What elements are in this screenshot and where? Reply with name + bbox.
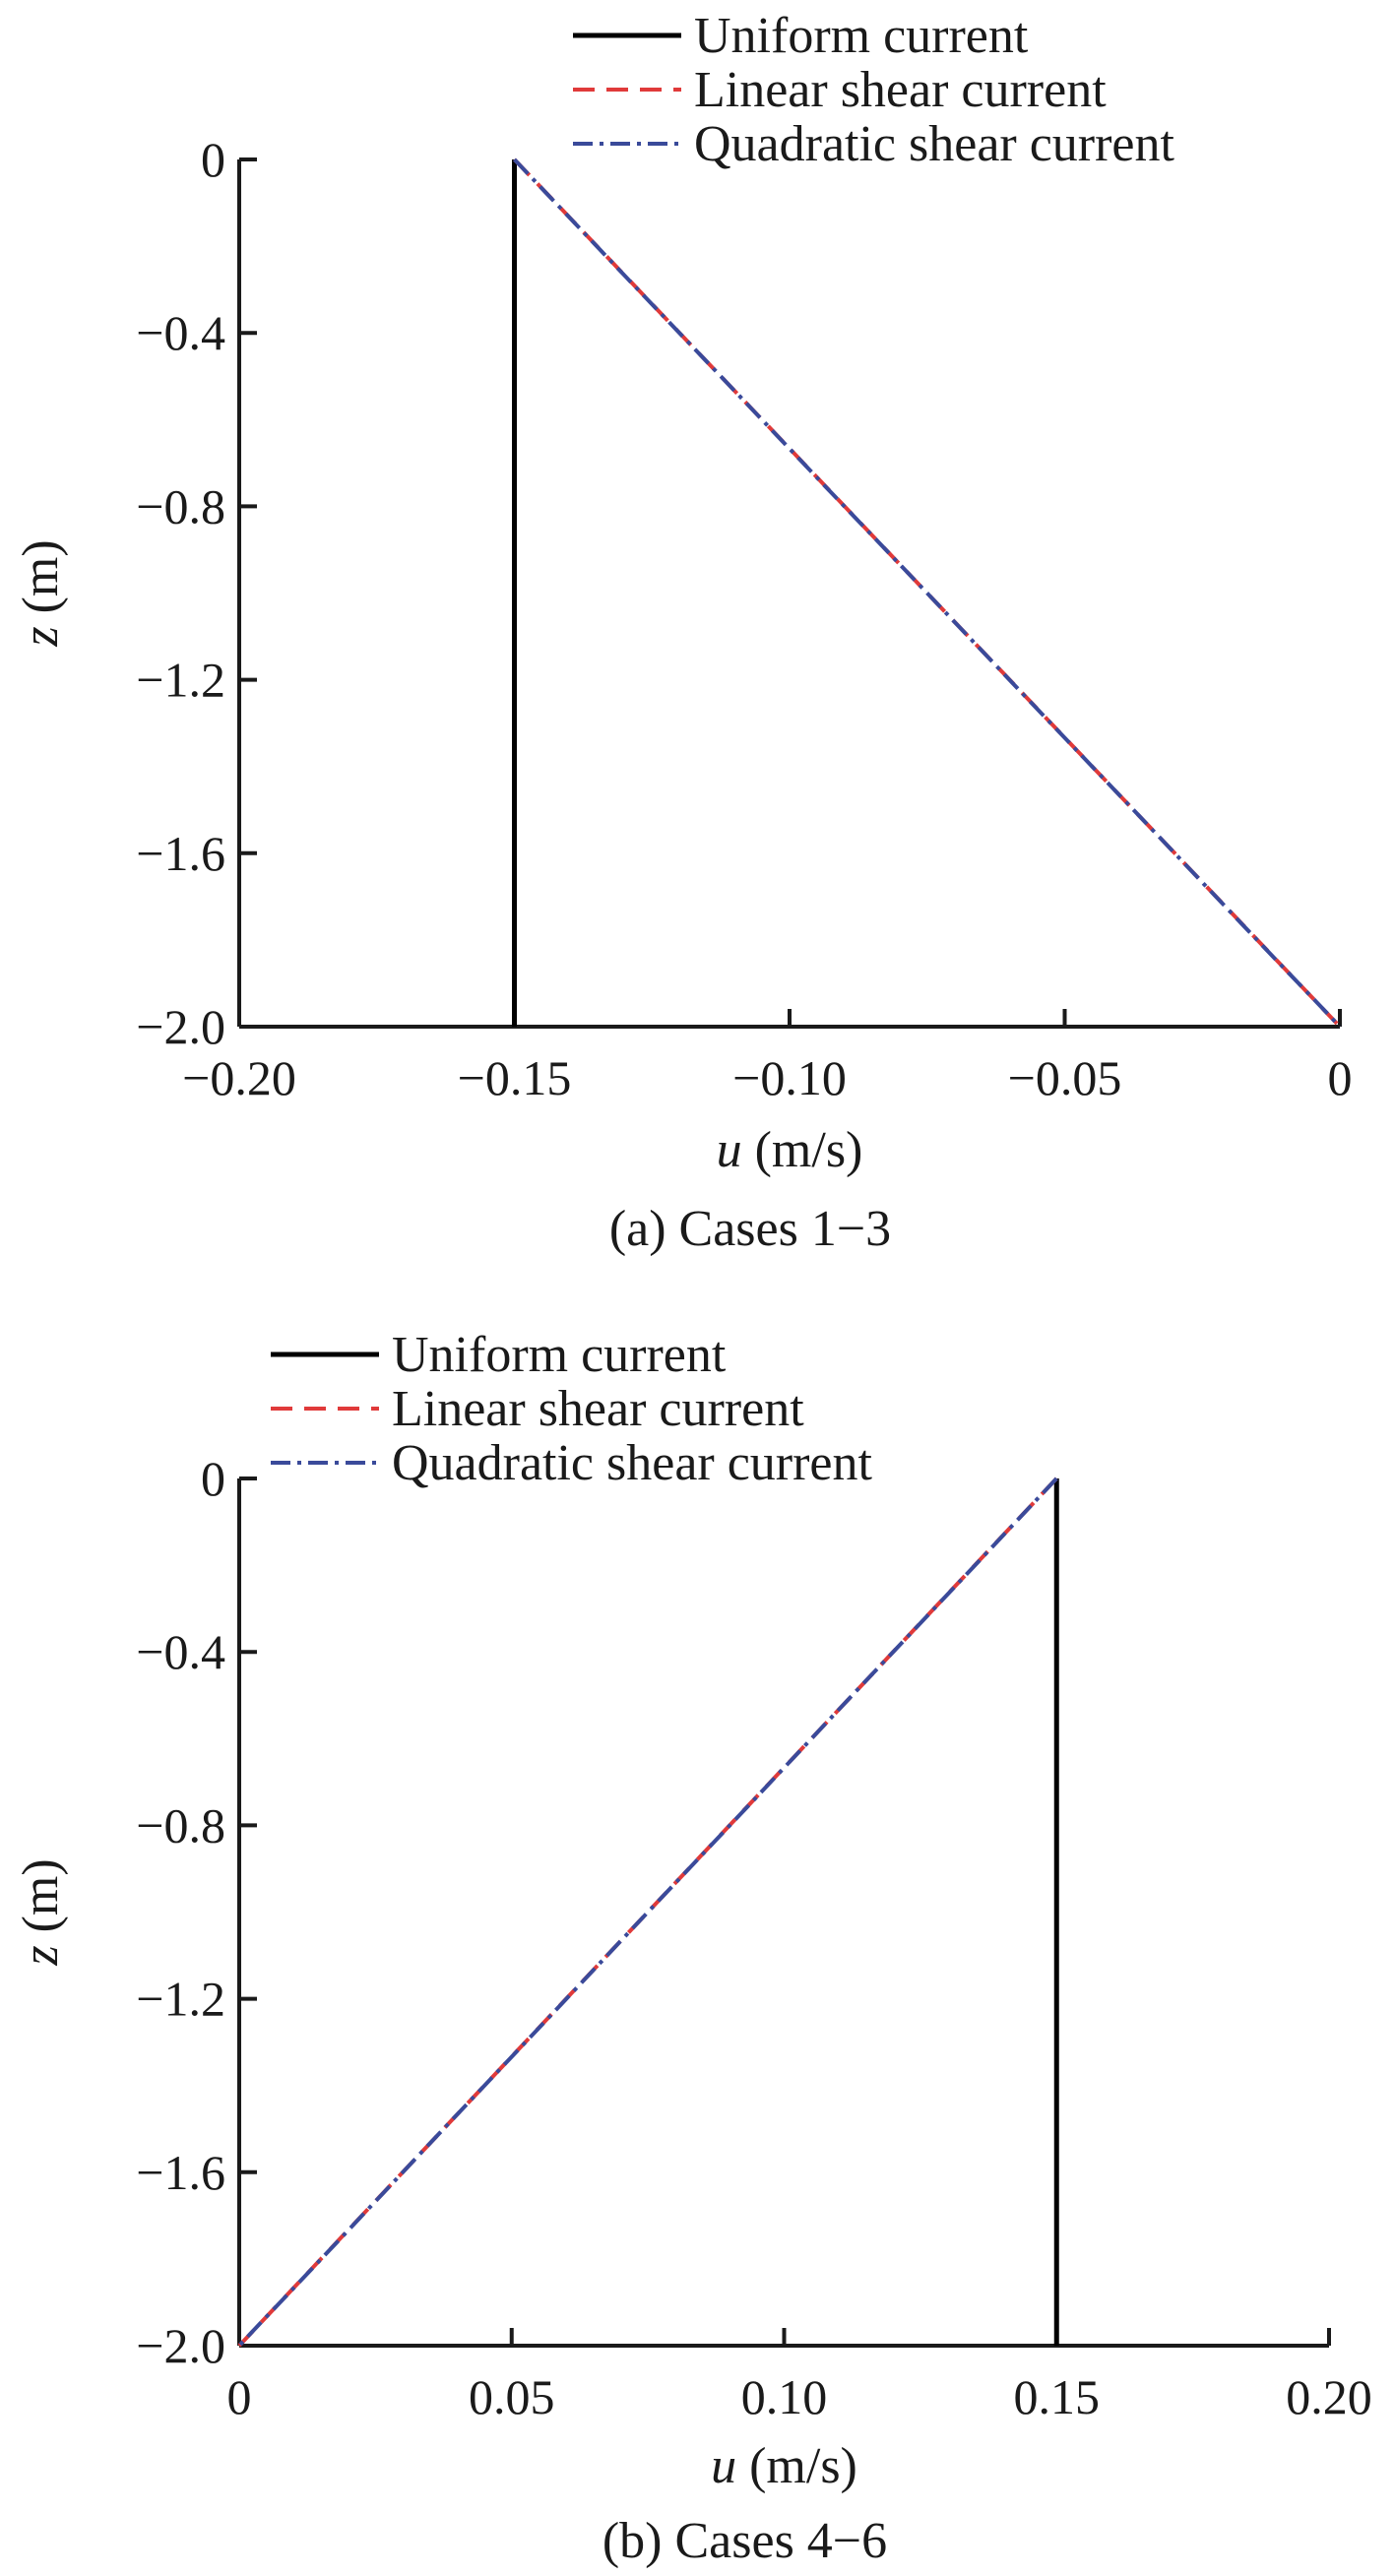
legend-label: Uniform current [694,8,1029,64]
series-line-quadratic-shear-current [237,1476,1058,2348]
y-tick-label: −1.6 [136,2145,225,2200]
series-line-quadratic-shear-current [513,157,1342,1029]
y-axis-variable: z [13,1945,69,1966]
y-axis-variable: z [13,626,69,647]
panel-a: −0.20 −0.15 −0.10 −0.05 0 0 −0.4 −0.8 −1.2 −1.6 −2… [13,8,1353,1257]
y-tick-label: −0.8 [136,478,225,534]
y-axis-label: z (m) [13,539,69,647]
y-tick-label: −2.0 [136,999,225,1054]
y-axis-label: z (m) [13,1858,69,1966]
x-tick-label: 0.10 [741,2369,828,2424]
x-tick-label: 0.05 [469,2369,555,2424]
x-tick-label: −0.05 [1008,1050,1122,1105]
y-tick-label: −1.2 [136,1972,225,2027]
x-axis-label: u (m/s) [717,1122,863,1178]
x-axis-unit: (m/s) [736,2438,857,2494]
x-tick-label: −0.15 [458,1050,572,1105]
x-tick-label: 0.20 [1286,2369,1372,2424]
y-tick-label: −2.0 [136,2318,225,2373]
legend-label: Quadratic shear current [694,116,1175,172]
legend-label: Quadratic shear current [392,1435,873,1491]
x-tick-label: 0.15 [1014,2369,1101,2424]
x-axis-variable: u [717,1122,742,1178]
x-axis-unit: (m/s) [742,1122,863,1178]
y-axis-unit: (m) [13,539,69,626]
y-tick-label: −0.8 [136,1797,225,1853]
panel-b: 0 0.05 0.10 0.15 0.20 0 −0.4 −0.8 −1.2 −1.6 −2.0 u … [13,1327,1372,2569]
y-tick-label: −0.4 [136,305,225,360]
y-tick-label: −0.4 [136,1624,225,1679]
x-tick-label: −0.10 [732,1050,847,1105]
x-axis-label: u (m/s) [711,2438,857,2494]
y-tick-label: 0 [201,1451,225,1506]
legend-label: Uniform current [392,1327,727,1383]
panel-caption: (a) Cases 1−3 [609,1201,891,1257]
legend-label: Linear shear current [392,1381,804,1437]
x-tick-label: 0 [1328,1050,1353,1105]
y-axis-unit: (m) [13,1858,69,1945]
panel-caption: (b) Cases 4−6 [602,2513,887,2569]
x-axis-variable: u [711,2438,736,2494]
y-tick-label: −1.6 [136,826,225,881]
y-tick-label: −1.2 [136,653,225,708]
x-tick-label: −0.20 [182,1050,296,1105]
y-tick-label: 0 [201,132,225,187]
x-tick-label: 0 [227,2369,252,2424]
legend-label: Linear shear current [694,62,1107,118]
